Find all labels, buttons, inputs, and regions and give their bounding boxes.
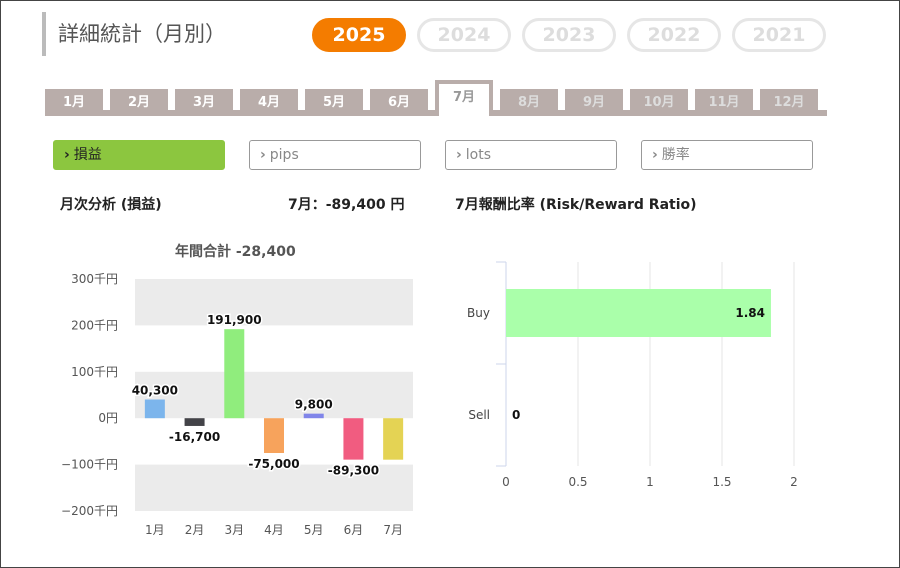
metric-label: 勝率	[661, 147, 690, 163]
x-tick-label: 7月	[383, 523, 403, 537]
year-selector: 2025 2024 2023 2022 2021	[312, 18, 837, 52]
tab-month-10[interactable]: 10月	[630, 89, 688, 116]
y-tick-label: −200千円	[61, 504, 118, 518]
x-tick-label: 6月	[344, 523, 364, 537]
y-tick-label: 200千円	[71, 318, 118, 332]
metric-label: lots	[465, 147, 492, 163]
tab-month-6[interactable]: 6月	[370, 89, 428, 116]
year-2022[interactable]: 2022	[627, 18, 721, 52]
x-tick-label: 2	[790, 475, 798, 489]
year-2025[interactable]: 2025	[312, 18, 406, 52]
bar-4[interactable]	[264, 418, 284, 453]
x-tick-label: 1.5	[712, 475, 731, 489]
category-label: Buy	[467, 306, 490, 320]
bar-3[interactable]	[224, 329, 245, 419]
bar-value-label: 191,900	[207, 313, 262, 327]
bar-value-label: 9,800	[295, 398, 333, 412]
year-2023[interactable]: 2023	[522, 18, 616, 52]
bar-value-label: -75,000	[248, 457, 299, 471]
monthly-summary: 7月：-89,400 円	[288, 197, 405, 213]
bar-7[interactable]	[383, 418, 404, 460]
x-tick-label: 1月	[145, 523, 165, 537]
category-label: Sell	[468, 408, 490, 422]
ratio-value-label: 1.84	[735, 306, 765, 320]
x-tick-label: 0.5	[568, 475, 587, 489]
ratio-bar-buy[interactable]	[506, 289, 771, 337]
tab-month-2[interactable]: 2月	[110, 89, 168, 116]
grid-band	[135, 371, 413, 419]
tab-month-9[interactable]: 9月	[565, 89, 623, 116]
chevron-right-icon: ›	[456, 147, 462, 163]
chevron-right-icon: ›	[64, 147, 70, 163]
bar-5[interactable]	[303, 413, 324, 419]
y-tick-label: 0円	[98, 411, 118, 425]
risk-reward-chart: 0 0.5 1 1.5 2 Buy 1.84 Sell 0	[467, 261, 798, 489]
metric-button-pips[interactable]: › pips	[249, 140, 421, 170]
x-tick-label: 5月	[304, 523, 324, 537]
tab-month-5[interactable]: 5月	[305, 89, 363, 116]
tab-month-3[interactable]: 3月	[175, 89, 233, 116]
page-title: 詳細統計（月別）	[42, 12, 226, 56]
bar-value-label: -89,300	[328, 464, 379, 478]
bar-1[interactable]	[144, 399, 165, 419]
x-tick-label: 2月	[185, 523, 205, 537]
metric-button-winrate[interactable]: › 勝率	[641, 140, 813, 170]
bar-value-label: -16,700	[169, 430, 220, 444]
x-tick-label: 1	[646, 475, 654, 489]
tab-month-11[interactable]: 11月	[695, 89, 753, 116]
year-2024[interactable]: 2024	[417, 18, 511, 52]
x-tick-label: 0	[502, 475, 510, 489]
grid-band	[135, 464, 413, 511]
grid-band	[135, 279, 413, 326]
chevron-right-icon: ›	[652, 147, 658, 163]
tab-month-7[interactable]: 7月	[435, 80, 493, 116]
bar-value-label: 40,300	[132, 384, 178, 398]
metric-button-pl[interactable]: › 損益	[53, 140, 225, 170]
chevron-right-icon: ›	[260, 147, 266, 163]
tab-month-8[interactable]: 8月	[500, 89, 558, 116]
annual-total: 年間合計 -28,400	[175, 244, 296, 260]
tab-month-1[interactable]: 1月	[45, 89, 103, 116]
y-tick-label: 100千円	[71, 365, 118, 379]
monthly-analysis-title: 月次分析 (損益)	[60, 197, 162, 213]
y-tick-label: 300千円	[71, 272, 118, 286]
reward-ratio-title: 7月報酬比率 (Risk/Reward Ratio)	[455, 197, 697, 213]
tab-month-4[interactable]: 4月	[240, 89, 298, 116]
bar-2[interactable]	[184, 418, 205, 426]
monthly-pl-chart: 300千円 200千円 100千円 0円 −100千円 −200千円 1月 40,300 2月 -…	[61, 272, 413, 537]
metric-button-lots[interactable]: › lots	[445, 140, 617, 170]
tab-month-12[interactable]: 12月	[760, 89, 818, 116]
month-tabs: 1月 2月 3月 4月 5月 6月 7月 8月 9月 10月 11月 12月	[45, 80, 827, 116]
y-tick-label: −100千円	[61, 458, 118, 472]
x-tick-label: 4月	[264, 523, 284, 537]
bar-6[interactable]	[343, 418, 364, 460]
ratio-value-label: 0	[512, 408, 520, 422]
metric-label: pips	[269, 147, 299, 163]
metric-label: 損益	[73, 147, 102, 163]
x-tick-label: 3月	[224, 523, 244, 537]
year-2021[interactable]: 2021	[732, 18, 826, 52]
